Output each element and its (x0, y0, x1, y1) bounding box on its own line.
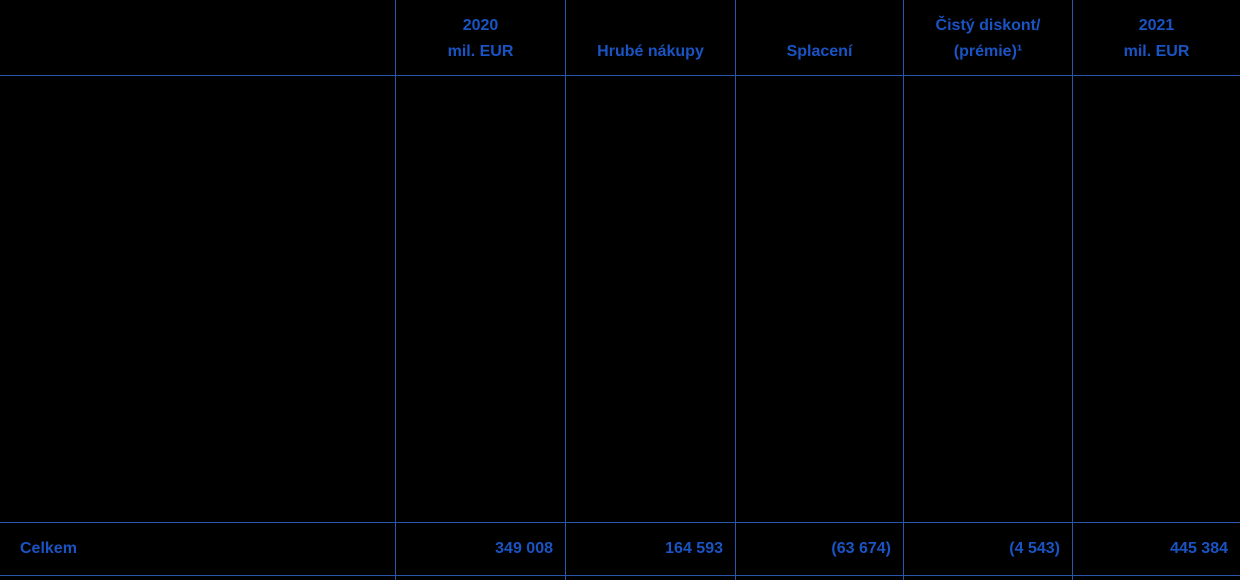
total-value-2021: 445 384 (1072, 523, 1240, 575)
body-cell (395, 76, 565, 522)
total-value-net-discount-premium: (4 543) (903, 523, 1072, 575)
header-cell-redemptions: Splacení (735, 0, 903, 75)
total-value-gross-purchases: 164 593 (565, 523, 735, 575)
table-bottom-strip (0, 576, 1240, 580)
body-cell (565, 76, 735, 522)
header-cell-net-discount-premium: Čistý diskont/ (prémie)¹ (903, 0, 1072, 75)
header-line-2: Hrubé nákupy (597, 43, 704, 60)
table-header-row: 2020 mil. EUR Hrubé nákupy Splacení Čist… (0, 0, 1240, 76)
table-total-row: Celkem 349 008 164 593 (63 674) (4 543) … (0, 522, 1240, 576)
header-cell-row-labels (0, 0, 395, 75)
total-value-2020: 349 008 (395, 523, 565, 575)
header-line-2: mil. EUR (1123, 43, 1190, 60)
header-cell-2020: 2020 mil. EUR (395, 0, 565, 75)
header-cell-gross-purchases: Hrubé nákupy (565, 0, 735, 75)
header-line-2: (prémie)¹ (953, 43, 1023, 60)
bottom-strip-cell (395, 576, 565, 580)
bottom-strip-cell (1072, 576, 1240, 580)
bottom-strip-cell (565, 576, 735, 580)
header-cell-2021: 2021 mil. EUR (1072, 0, 1240, 75)
body-cell (0, 76, 395, 522)
header-line-2: mil. EUR (447, 43, 514, 60)
total-value-redemptions: (63 674) (735, 523, 903, 575)
body-cell (903, 76, 1072, 522)
body-cell (1072, 76, 1240, 522)
header-line-1: Čistý diskont/ (935, 17, 1041, 34)
header-line-1: 2020 (462, 17, 499, 34)
bottom-strip-cell (0, 576, 395, 580)
table-body-area (0, 76, 1240, 522)
bottom-strip-cell (735, 576, 903, 580)
header-line-1: 2021 (1138, 17, 1175, 34)
body-cell (735, 76, 903, 522)
bottom-strip-cell (903, 576, 1072, 580)
total-row-label: Celkem (20, 540, 77, 557)
header-line-2: Splacení (786, 43, 853, 60)
